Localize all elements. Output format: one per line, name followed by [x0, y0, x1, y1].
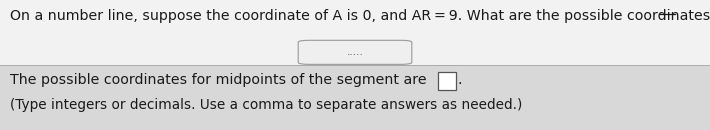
Text: The possible coordinates for midpoints of the segment are: The possible coordinates for midpoints o…	[10, 73, 427, 87]
Text: (Type integers or decimals. Use a comma to separate answers as needed.): (Type integers or decimals. Use a comma …	[10, 98, 523, 112]
Text: .: .	[458, 73, 462, 87]
Text: On a number line, suppose the coordinate of A is 0, and AR = 9. What are the pos: On a number line, suppose the coordinate…	[10, 9, 710, 23]
Text: .....: .....	[346, 47, 364, 57]
FancyBboxPatch shape	[0, 65, 710, 130]
FancyBboxPatch shape	[0, 0, 710, 68]
FancyBboxPatch shape	[438, 72, 456, 90]
FancyBboxPatch shape	[298, 40, 412, 64]
